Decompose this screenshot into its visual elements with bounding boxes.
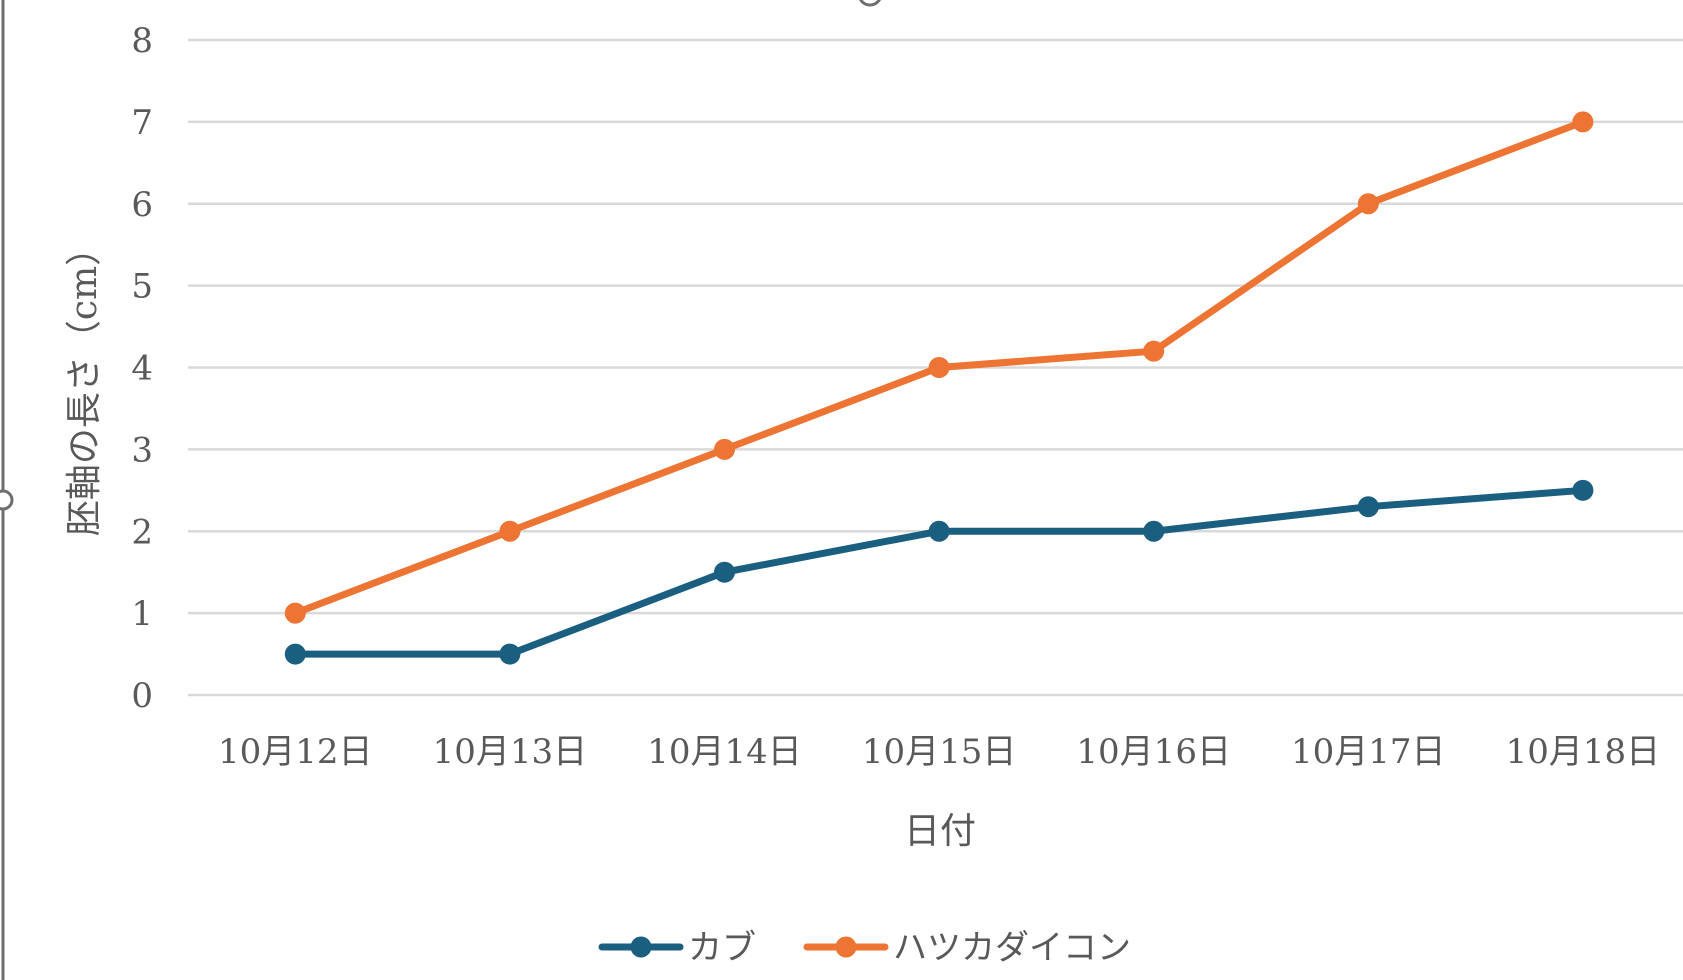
y-tick-label: 2 bbox=[131, 512, 153, 552]
y-tick-label: 1 bbox=[131, 594, 153, 634]
y-tick-label: 0 bbox=[131, 676, 153, 716]
frame-handle-left[interactable] bbox=[0, 489, 14, 511]
x-tick-label: 10月13日 bbox=[433, 732, 588, 772]
legend-marker bbox=[630, 936, 652, 958]
legend-label: ハツカダイコン bbox=[893, 928, 1131, 968]
legend-entry: ハツカダイコン bbox=[803, 928, 1131, 968]
data-point bbox=[1357, 193, 1379, 215]
data-point bbox=[714, 438, 735, 460]
data-point bbox=[1572, 111, 1594, 133]
x-tick-label: 10月16日 bbox=[1076, 732, 1231, 772]
data-point bbox=[284, 602, 306, 624]
x-tick-label: 10月15日 bbox=[862, 732, 1017, 772]
data-point bbox=[1143, 520, 1165, 542]
legend-marker bbox=[835, 936, 857, 958]
data-point bbox=[1357, 496, 1379, 518]
series-1 bbox=[284, 479, 1594, 665]
y-axis-title: 胚軸の長さ（cm） bbox=[64, 230, 105, 536]
data-point bbox=[284, 643, 306, 665]
x-axis-title: 日付 bbox=[904, 811, 976, 852]
y-tick-label: 8 bbox=[131, 21, 153, 61]
x-tick-label: 10月18日 bbox=[1506, 732, 1661, 772]
y-tick-label: 3 bbox=[131, 430, 153, 470]
x-tick-label: 10月12日 bbox=[218, 732, 373, 772]
x-tick-label: 10月14日 bbox=[647, 732, 802, 772]
y-tick-labels: 0 1 2 3 4 5 6 7 8 bbox=[131, 21, 153, 716]
series-line bbox=[291, 486, 1587, 658]
y-tick-label: 7 bbox=[131, 103, 153, 143]
series-group bbox=[284, 111, 1594, 665]
data-point bbox=[1143, 340, 1165, 362]
y-tick-label: 4 bbox=[131, 349, 153, 389]
series-2 bbox=[284, 111, 1594, 624]
y-tick-label: 5 bbox=[131, 267, 153, 307]
data-point bbox=[928, 520, 950, 542]
frame-handle-top[interactable] bbox=[859, 0, 881, 7]
legend-label: カブ bbox=[688, 928, 756, 968]
legend: カブ ハツカダイコン bbox=[598, 928, 1131, 968]
data-point bbox=[928, 357, 950, 378]
y-tick-label: 6 bbox=[131, 185, 153, 225]
data-point bbox=[714, 561, 735, 583]
data-point bbox=[1572, 479, 1594, 501]
x-tick-label: 10月17日 bbox=[1291, 732, 1446, 772]
legend-entry: カブ bbox=[598, 928, 756, 968]
data-point bbox=[499, 643, 521, 665]
x-tick-labels: 10月12日 10月13日 10月14日 10月15日 10月16日 10月17日 10月1… bbox=[218, 732, 1660, 772]
data-point bbox=[499, 520, 521, 542]
